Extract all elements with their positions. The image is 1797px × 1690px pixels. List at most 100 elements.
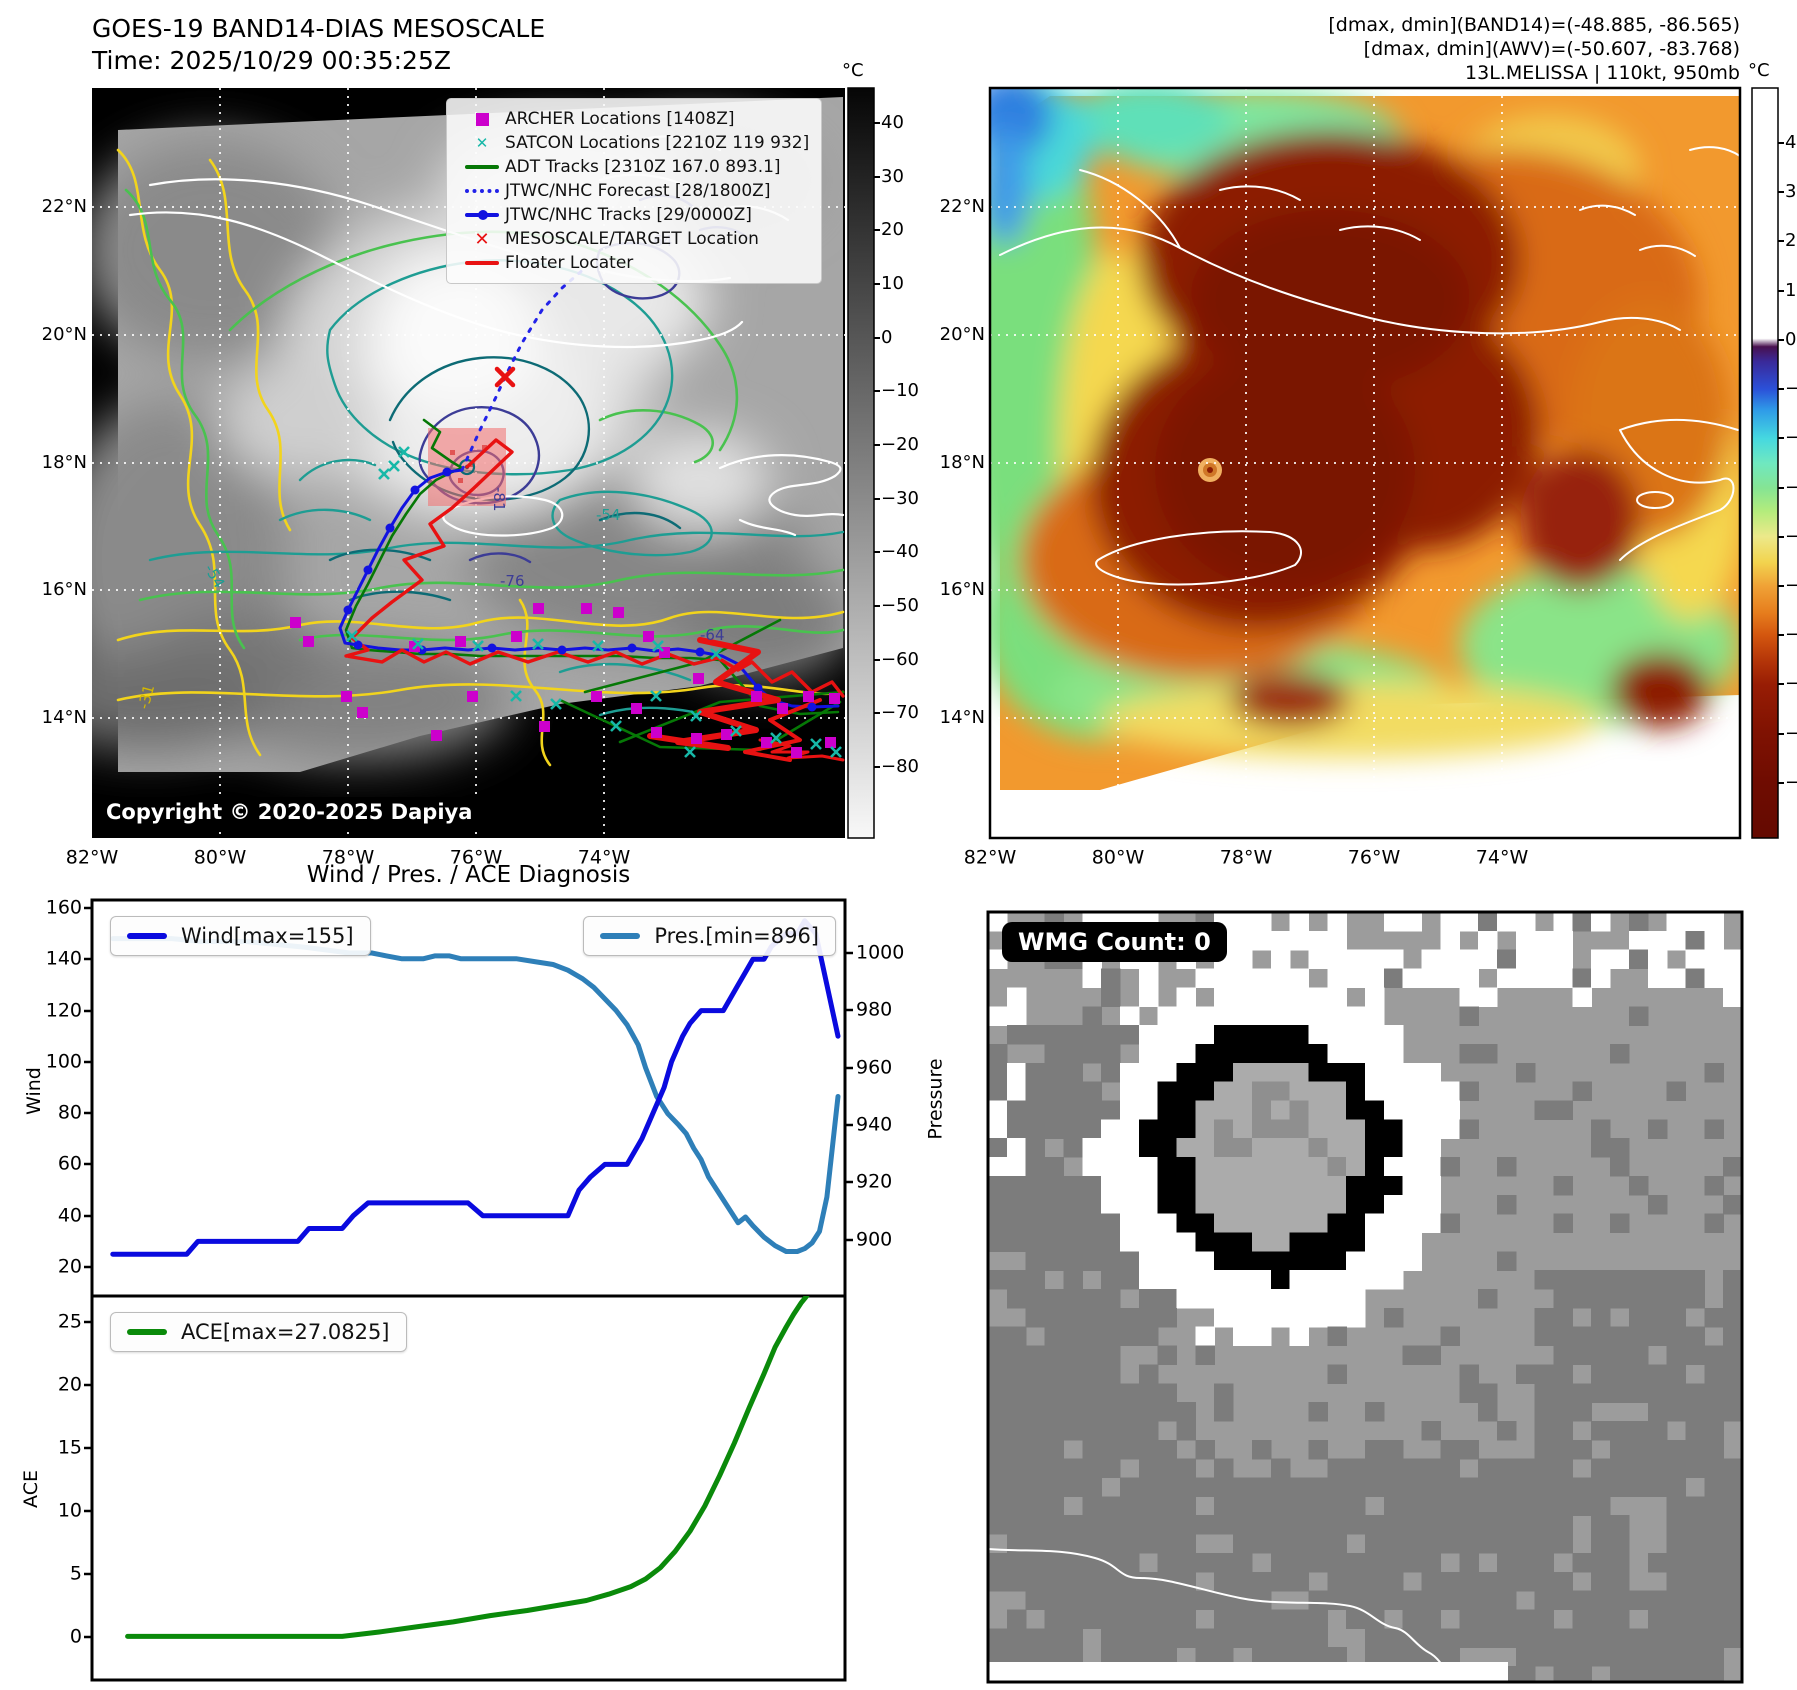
latlon-grid (990, 88, 1740, 838)
tick-label: −10 (881, 380, 919, 401)
legend-item-label: MESOSCALE/TARGET Location (505, 229, 759, 249)
storm-status: 13L.MELISSA | 110kt, 950mb (1465, 62, 1740, 84)
tick-label: 14°N (41, 707, 87, 728)
legend-item-label: JTWC/NHC Forecast [28/1800Z] (505, 181, 771, 201)
tick-label: 940 (856, 1113, 893, 1136)
wmg-map (988, 912, 1742, 1682)
contour-label: -54 (596, 506, 621, 524)
jtwc-track-points (343, 467, 817, 712)
tick-label: 14°N (939, 707, 985, 728)
tick-label: 22°N (41, 196, 87, 217)
linedot-icon (459, 210, 505, 220)
legend-item-label: JTWC/NHC Tracks [29/0000Z] (505, 205, 752, 225)
tick-label: 20 (1785, 230, 1797, 251)
page-title: GOES-19 BAND14-DIAS MESOSCALE (92, 14, 546, 43)
tick-label: −20 (1785, 427, 1797, 448)
tick-label: −50 (1785, 575, 1797, 596)
ace-legend-label: ACE[max=27.0825] (181, 1320, 390, 1344)
contour-label: -81 (490, 487, 508, 512)
tick-label: 20 (881, 219, 904, 240)
tick-label: −40 (1785, 526, 1797, 547)
tick-label: 0 (69, 1625, 82, 1648)
tick-label: 20 (57, 1373, 82, 1396)
tick-label: 900 (856, 1228, 893, 1251)
tick-label: 30 (1785, 181, 1797, 202)
wmg-count-badge: WMG Count: 0 (1002, 922, 1227, 962)
dmax-dmin-band14: [dmax, dmin](BAND14)=(-48.885, -86.565) (1328, 14, 1740, 36)
tick-label: −90 (1785, 772, 1797, 793)
tick-label: 82°W (65, 846, 119, 869)
tick-label: 82°W (963, 846, 1017, 869)
line-icon (459, 165, 505, 169)
tick-label: 20°N (41, 324, 87, 345)
tick-label: 60 (57, 1152, 82, 1175)
pressure-legend: Pres.[min=896] (583, 916, 836, 956)
tick-label: 15 (57, 1436, 82, 1459)
tick-label: −60 (1785, 624, 1797, 645)
tick-label: 1000 (856, 941, 905, 964)
timestamp: Time: 2025/10/29 00:35:25Z (92, 46, 451, 75)
square-icon (459, 112, 505, 126)
contour-label: -64 (700, 626, 725, 644)
contour-label: -76 (500, 572, 525, 590)
tick-label: 10 (1785, 280, 1797, 301)
tick-label: 5 (69, 1562, 82, 1585)
legend-item: JTWC/NHC Forecast [28/1800Z] (459, 179, 809, 203)
colorbar-unit: °C (842, 60, 864, 81)
pressure-legend-label: Pres.[min=896] (654, 924, 819, 948)
jtwc-forecast-dotted (460, 266, 587, 472)
legend-item-label: SATCON Locations [2210Z 119 932] (505, 133, 810, 153)
legend-item-label: ADT Tracks [2310Z 167.0 893.1] (505, 157, 781, 177)
archer-markers (290, 603, 840, 758)
dmax-dmin-awv: [dmax, dmin](AWV)=(-50.607, -83.768) (1363, 38, 1740, 60)
wind-axis-label: Wind (22, 1067, 45, 1115)
tick-label: 160 (45, 896, 82, 919)
tick-label: 10 (881, 273, 904, 294)
tick-label: 22°N (939, 196, 985, 217)
legend-item-label: ARCHER Locations [1408Z] (505, 109, 735, 129)
legend-item: ✕ MESOSCALE/TARGET Location (459, 227, 809, 251)
tick-label: 80°W (193, 846, 247, 869)
satcon-markers (346, 446, 842, 758)
tick-label: −70 (881, 702, 919, 723)
tick-label: −80 (881, 756, 919, 777)
tick-label: 120 (45, 999, 82, 1022)
tick-label: −20 (881, 434, 919, 455)
tick-label: 18°N (939, 452, 985, 473)
tick-label: 40 (1785, 132, 1797, 153)
legend-item: ADT Tracks [2310Z 167.0 893.1] (459, 155, 809, 179)
coastline (988, 1548, 1451, 1681)
tick-label: −60 (881, 649, 919, 670)
series-ace (125, 1296, 810, 1639)
band14-colorbar (847, 87, 880, 839)
colorbar-unit: °C (1748, 60, 1770, 81)
tick-label: 80 (57, 1101, 82, 1124)
tick-label: 74°W (577, 846, 631, 869)
tick-label: 40 (57, 1204, 82, 1227)
tick-label: −80 (1785, 723, 1797, 744)
tick-label: −30 (1785, 477, 1797, 498)
dotted-icon (459, 189, 505, 193)
copyright: Copyright © 2020-2025 Dapiya (96, 797, 483, 827)
tick-label: 20°N (939, 324, 985, 345)
awv-colorbar (1751, 87, 1784, 839)
tick-label: 16°N (41, 579, 87, 600)
tick-label: 20 (57, 1255, 82, 1278)
tick-label: −30 (881, 488, 919, 509)
tick-label: 10 (57, 1499, 82, 1522)
tick-label: 920 (856, 1170, 893, 1193)
tick-label: 0 (881, 327, 893, 348)
tick-label: 40 (881, 112, 904, 133)
ace-line-swatch (127, 1329, 167, 1335)
line-icon (459, 261, 505, 265)
tick-label: 25 (57, 1310, 82, 1333)
floater-track (344, 438, 845, 698)
ace-legend: ACE[max=27.0825] (110, 1312, 407, 1352)
legend-item: ARCHER Locations [1408Z] (459, 107, 809, 131)
contour-label: -31 (134, 683, 158, 711)
tick-label: 16°N (939, 579, 985, 600)
tick-label: −10 (1785, 378, 1797, 399)
mesoscale-target-marker (494, 366, 516, 388)
map-legend: ARCHER Locations [1408Z] ✕ SATCON Location… (446, 98, 823, 284)
